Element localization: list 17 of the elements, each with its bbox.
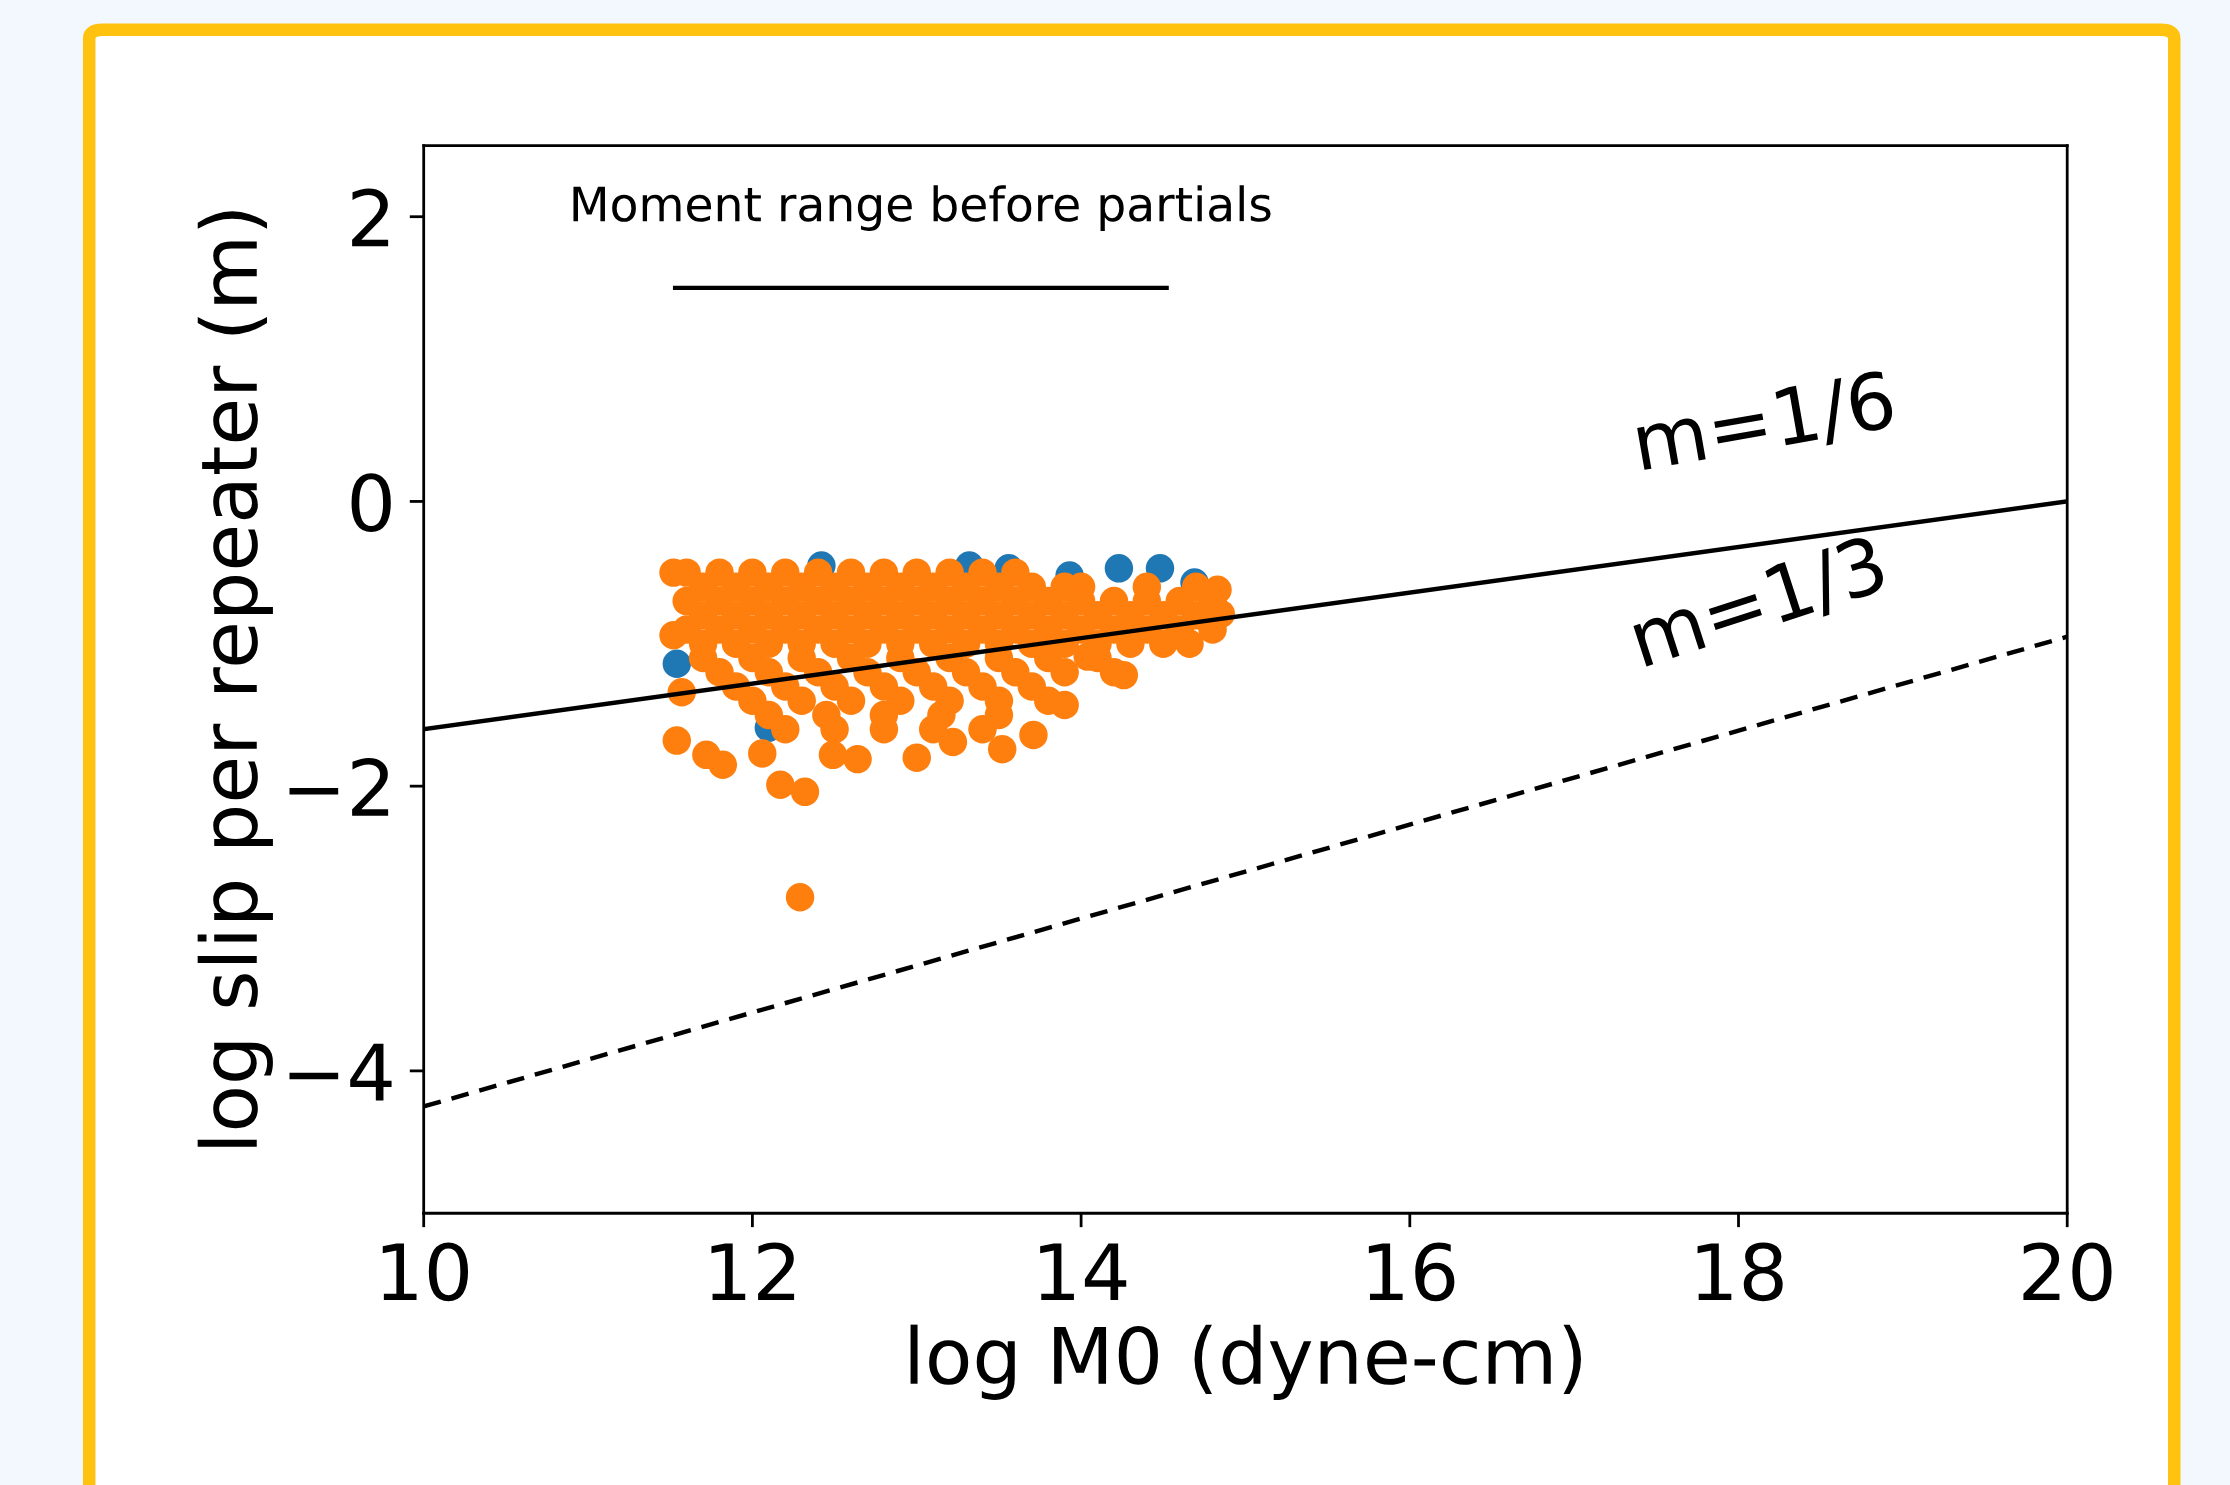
point [1104,554,1134,583]
y-tick-label: 2 [352,188,389,247]
y-axis-title: log slip per repeater (m) [197,211,273,1147]
x-tick-label: 16 [1368,1242,1455,1302]
x-tick-label: 12 [711,1242,795,1301]
x-axis-title: log M0 (dyne-cm) [910,1324,1581,1400]
point [662,649,692,678]
x-tick-label: 10 [382,1242,469,1302]
x-tick-label: 18 [1697,1242,1783,1302]
x-tick-label: 20 [2023,1242,2112,1302]
y-tick-label: −4 [289,1043,392,1101]
y-tick-label: 0 [351,473,391,533]
series-label: Moment range before partials [573,185,1271,231]
x-tick-label: 14 [1040,1243,1127,1301]
text: m=1/3 [1628,533,1890,674]
text: m=1/6 [1634,369,1897,477]
y-tick-label: −2 [289,757,389,816]
